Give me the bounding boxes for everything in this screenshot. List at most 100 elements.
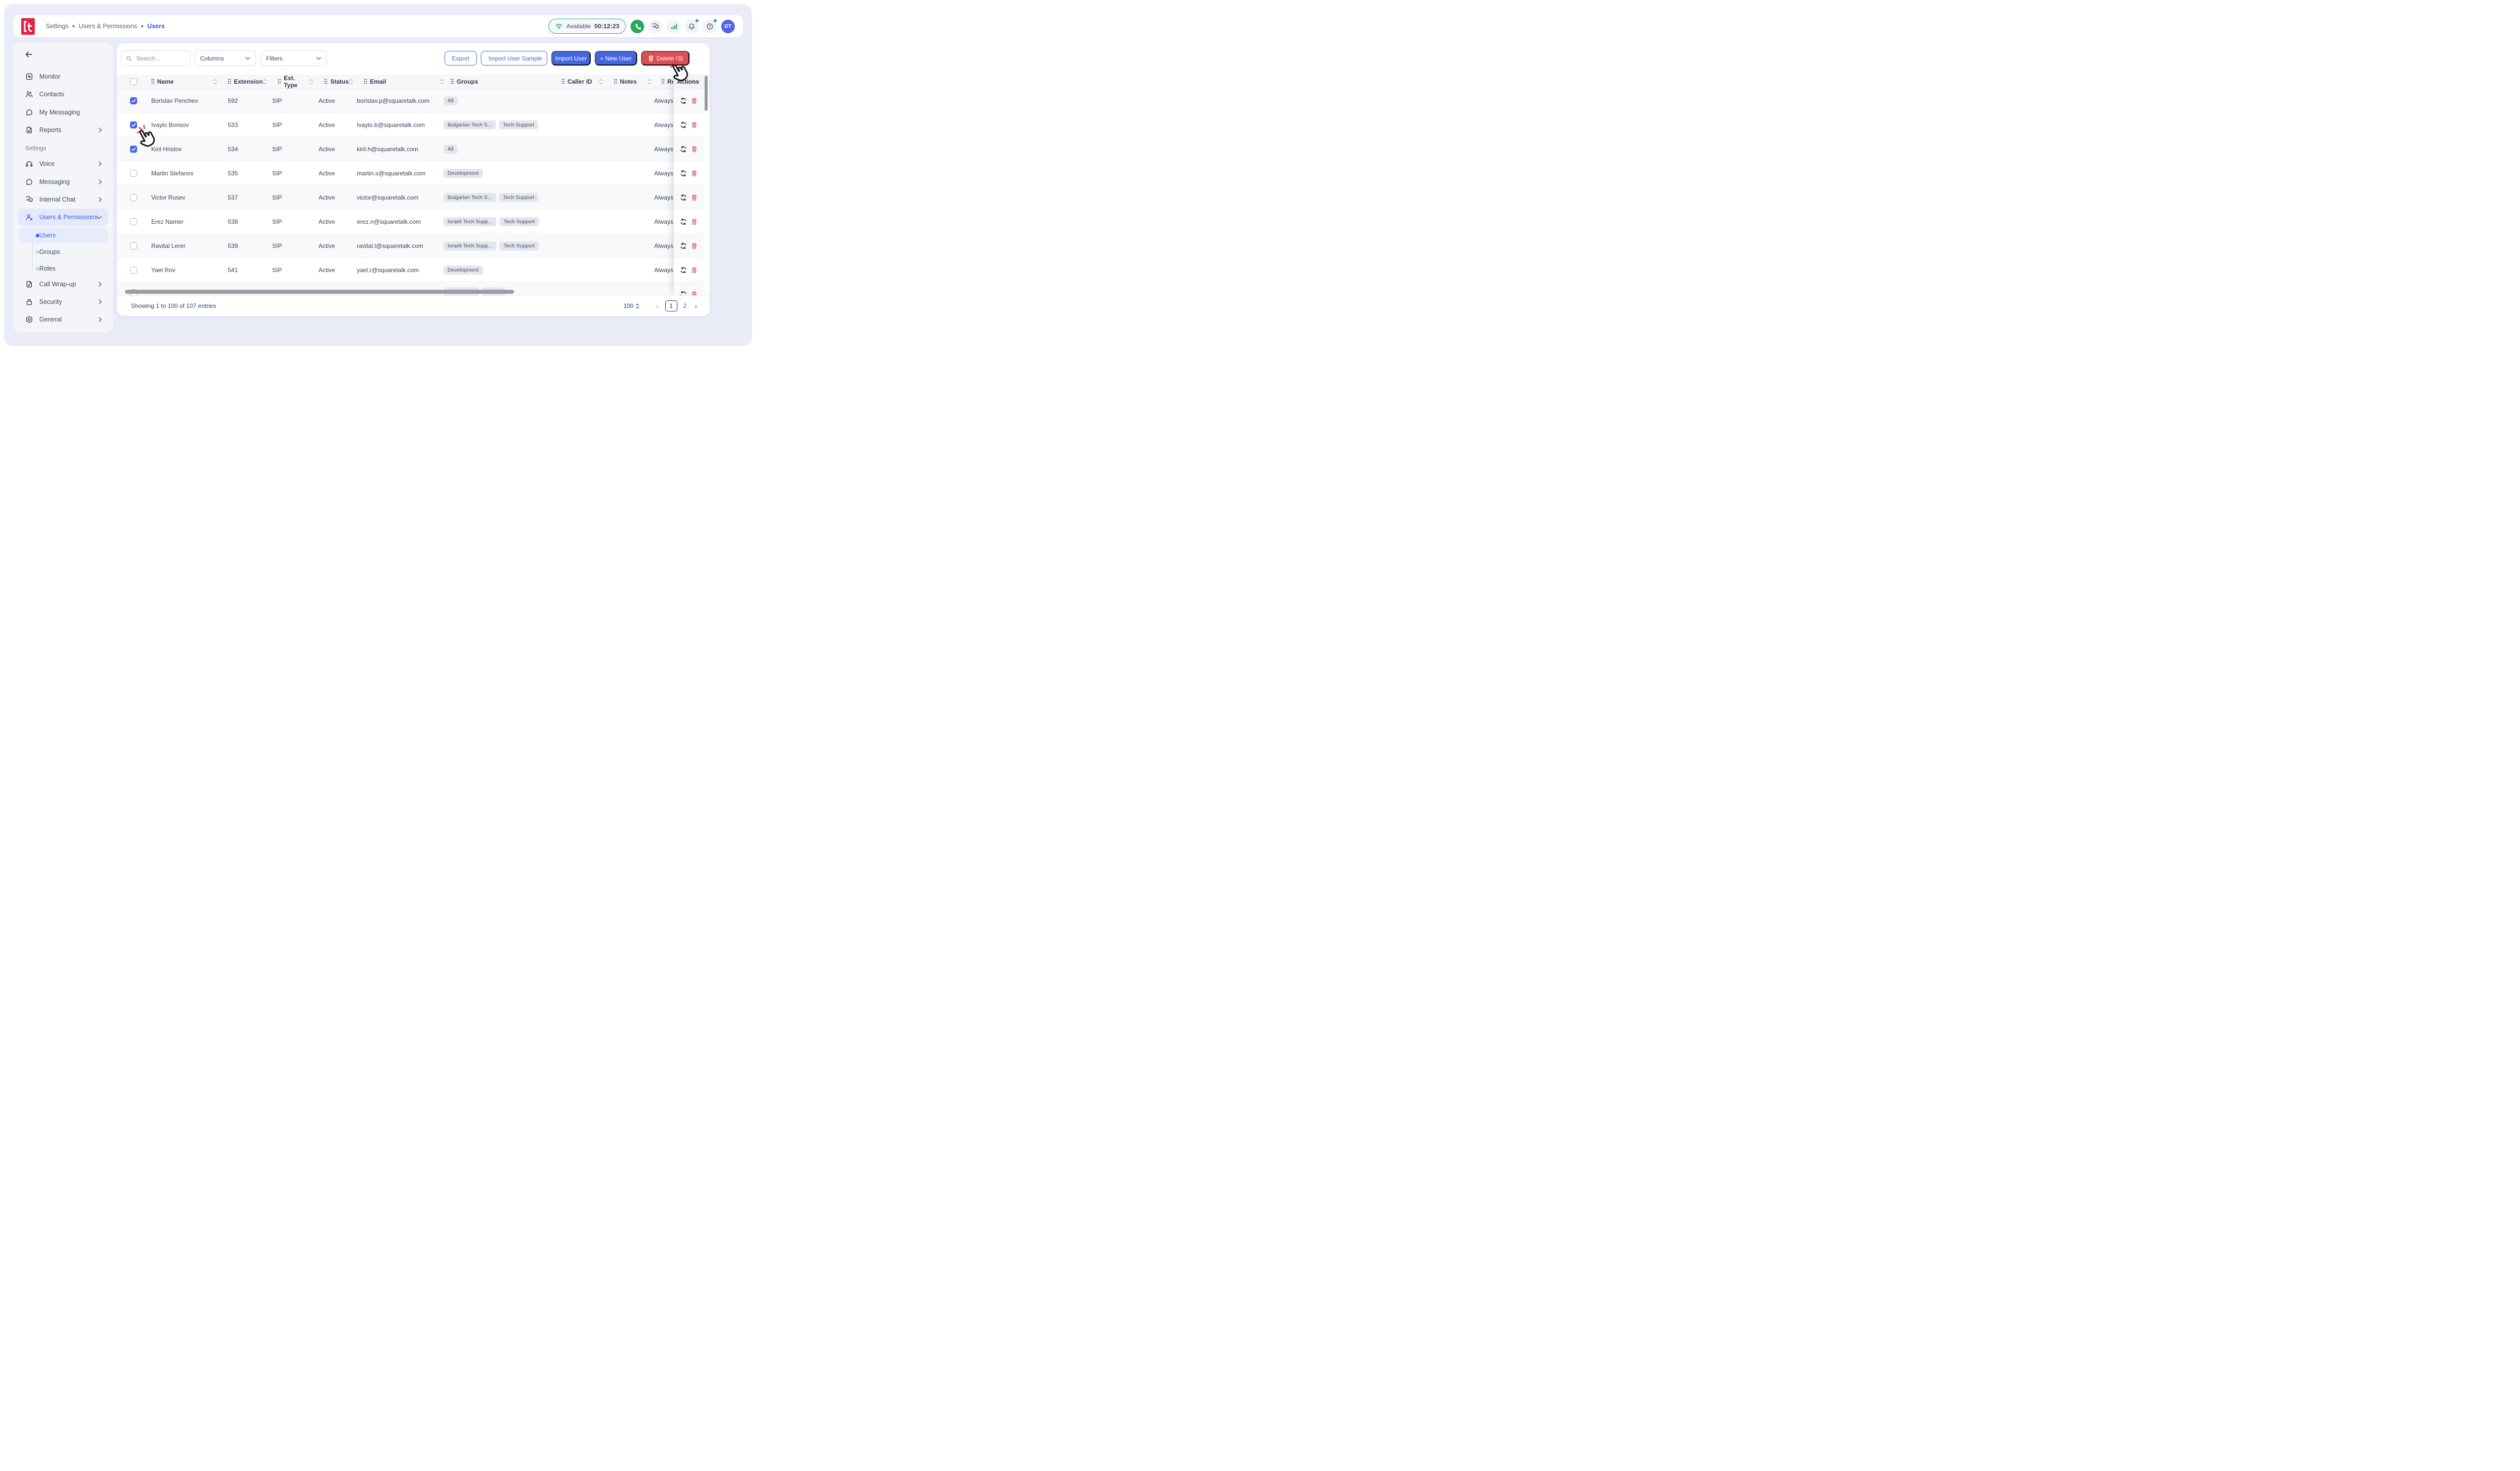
reset-password-icon[interactable] bbox=[680, 97, 687, 104]
delete-row-icon[interactable] bbox=[691, 170, 698, 177]
reset-password-icon[interactable] bbox=[680, 242, 687, 249]
column-header-status[interactable]: Status bbox=[320, 75, 360, 88]
delete-row-icon[interactable] bbox=[691, 146, 698, 153]
sort-icon[interactable] bbox=[309, 79, 314, 85]
table-row[interactable]: Kiril Hristov 534 SIP Active kiril.h@squ… bbox=[117, 137, 690, 161]
drag-handle-icon[interactable] bbox=[451, 79, 454, 84]
row-checkbox[interactable] bbox=[130, 242, 137, 249]
drag-handle-icon[interactable] bbox=[324, 79, 328, 84]
reset-password-icon[interactable] bbox=[680, 194, 687, 201]
columns-dropdown[interactable]: Columns bbox=[195, 50, 256, 66]
import-user-sample-button[interactable]: Import User Sample bbox=[481, 51, 547, 66]
drag-handle-icon[interactable] bbox=[278, 79, 281, 84]
sidebar-item-voice[interactable]: Voice bbox=[18, 155, 108, 172]
sort-icon[interactable] bbox=[213, 79, 217, 85]
sidebar-subitem-roles[interactable]: Roles bbox=[18, 261, 108, 276]
user-avatar[interactable]: DT bbox=[721, 20, 735, 33]
reset-password-icon[interactable] bbox=[680, 218, 687, 225]
phone-button[interactable] bbox=[631, 20, 644, 33]
delete-row-icon[interactable] bbox=[691, 218, 698, 225]
sidebar-item-reports[interactable]: Reports bbox=[18, 121, 108, 139]
table-row[interactable]: Martin Stefanov 535 SIP Active martin.s@… bbox=[117, 161, 690, 185]
notifications-button[interactable] bbox=[685, 20, 699, 33]
drag-handle-icon[interactable] bbox=[661, 79, 665, 84]
delete-row-icon[interactable] bbox=[691, 121, 698, 129]
delete-row-icon[interactable] bbox=[691, 267, 698, 274]
breadcrumb-settings[interactable]: Settings bbox=[46, 23, 69, 30]
sidebar-subitem-groups[interactable]: Groups bbox=[18, 244, 108, 260]
import-user-button[interactable]: Import User bbox=[551, 51, 591, 66]
delete-row-icon[interactable] bbox=[691, 97, 698, 104]
table-row[interactable]: Erez Namer 538 SIP Active erez.n@squaret… bbox=[117, 210, 690, 234]
row-checkbox[interactable] bbox=[130, 218, 137, 225]
reset-password-icon[interactable] bbox=[680, 267, 687, 274]
row-checkbox[interactable] bbox=[130, 170, 137, 177]
row-checkbox[interactable] bbox=[130, 146, 137, 153]
sort-icon[interactable] bbox=[439, 79, 444, 85]
availability-status-pill[interactable]: Available 00:12:23 bbox=[548, 19, 626, 34]
column-header-extension[interactable]: Extension bbox=[224, 75, 274, 88]
reset-password-icon[interactable] bbox=[680, 291, 687, 295]
drag-handle-icon[interactable] bbox=[151, 79, 155, 84]
sidebar-item-general[interactable]: General bbox=[18, 311, 108, 328]
column-header-ext-type[interactable]: Ext. Type bbox=[274, 75, 320, 88]
vertical-scrollbar[interactable] bbox=[705, 76, 708, 111]
page-2-button[interactable]: 2 bbox=[683, 302, 687, 309]
table-row[interactable]: Ivaylo Borisov 533 SIP Active Ivaylo.b@s… bbox=[117, 113, 690, 137]
row-checkbox[interactable] bbox=[130, 194, 137, 201]
sort-icon[interactable] bbox=[263, 79, 267, 85]
column-header-notes[interactable]: Notes bbox=[610, 75, 658, 88]
drag-handle-icon[interactable] bbox=[614, 79, 617, 84]
sidebar-subitem-users[interactable]: Users bbox=[18, 228, 108, 243]
sidebar-item-security[interactable]: Security bbox=[18, 293, 108, 310]
page-size-select[interactable]: 100 bbox=[623, 302, 640, 309]
reset-password-icon[interactable] bbox=[680, 170, 687, 177]
delete-row-icon[interactable] bbox=[691, 194, 698, 201]
drag-handle-icon[interactable] bbox=[364, 79, 367, 84]
filters-dropdown[interactable]: Filters bbox=[261, 50, 327, 66]
row-checkbox[interactable] bbox=[130, 267, 137, 274]
delete-row-icon[interactable] bbox=[691, 291, 698, 295]
sidebar-item-monitor[interactable]: Monitor bbox=[18, 68, 108, 85]
breadcrumb-users-permissions[interactable]: Users & Permissions bbox=[79, 23, 137, 30]
export-button[interactable]: Export bbox=[445, 51, 477, 66]
drag-handle-icon[interactable] bbox=[228, 79, 231, 84]
table-row[interactable]: Yael Rov 541 SIP Active yael.r@squaretal… bbox=[117, 258, 690, 282]
prev-page-button[interactable]: ‹ bbox=[656, 302, 658, 310]
row-checkbox[interactable] bbox=[130, 97, 137, 104]
next-page-button[interactable]: › bbox=[695, 302, 697, 310]
call-quality-button[interactable] bbox=[667, 20, 680, 33]
drag-handle-icon[interactable] bbox=[561, 79, 565, 84]
table-row[interactable]: Borislav Penchev 592 SIP Active borislav… bbox=[117, 89, 690, 113]
column-header-name[interactable]: Name bbox=[143, 75, 224, 88]
help-button[interactable]: ? bbox=[703, 20, 717, 33]
reset-password-icon[interactable] bbox=[680, 146, 687, 153]
messages-button[interactable] bbox=[649, 20, 662, 33]
squaretalk-logo-icon[interactable] bbox=[21, 18, 35, 35]
search-input[interactable] bbox=[135, 54, 185, 62]
sidebar-item-messaging[interactable]: Messaging bbox=[18, 173, 108, 190]
breadcrumb-users[interactable]: Users bbox=[147, 23, 165, 30]
column-header-email[interactable]: Email bbox=[360, 75, 451, 88]
delete-row-icon[interactable] bbox=[691, 242, 698, 249]
select-all-checkbox[interactable] bbox=[130, 78, 137, 85]
sidebar-item-my-messaging[interactable]: My Messaging bbox=[18, 104, 108, 121]
column-header-groups[interactable]: Groups bbox=[451, 75, 557, 88]
sort-icon[interactable] bbox=[599, 79, 603, 85]
sort-icon[interactable] bbox=[349, 79, 353, 85]
horizontal-scrollbar[interactable] bbox=[125, 290, 514, 294]
table-row[interactable]: Victor Rusev 537 SIP Active victor@squar… bbox=[117, 185, 690, 210]
table-row[interactable]: Ravital Lerer 539 SIP Active ravital.l@s… bbox=[117, 234, 690, 258]
sidebar-item-contacts[interactable]: Contacts bbox=[18, 86, 108, 103]
sort-icon[interactable] bbox=[647, 79, 652, 85]
row-checkbox[interactable] bbox=[130, 121, 137, 129]
new-user-button[interactable]: + New User bbox=[595, 51, 637, 66]
sidebar-item-internal-chat[interactable]: Internal Chat bbox=[18, 191, 108, 208]
collapse-sidebar-button[interactable] bbox=[24, 50, 33, 58]
sidebar-item-users-permissions[interactable]: Users & Permissions bbox=[18, 209, 108, 226]
page-1-button[interactable]: 1 bbox=[665, 300, 677, 311]
sidebar-item-call-wrapup[interactable]: Call Wrap-up bbox=[18, 276, 108, 293]
reset-password-icon[interactable] bbox=[680, 121, 687, 129]
delete-button[interactable]: Delete (3) bbox=[641, 51, 689, 66]
column-header-caller-id[interactable]: Caller ID bbox=[557, 75, 610, 88]
